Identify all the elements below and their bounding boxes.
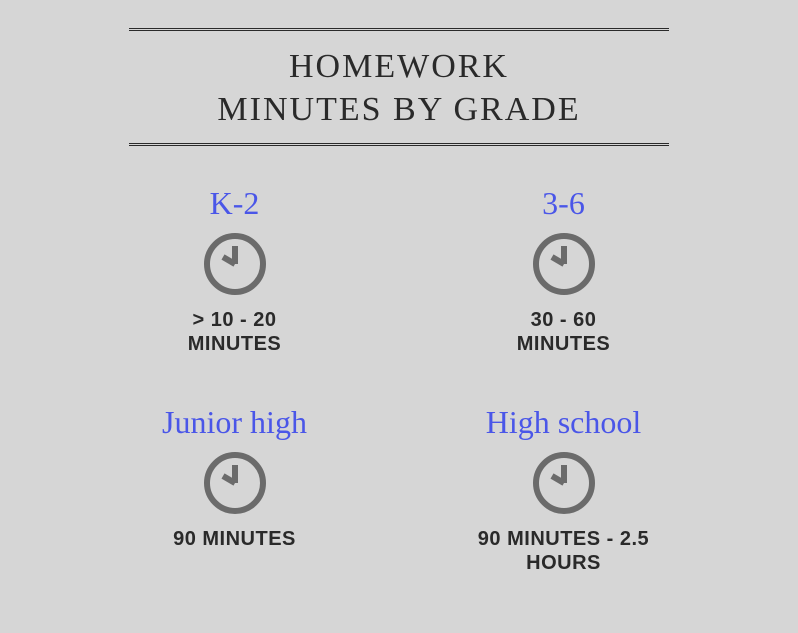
clock-icon	[530, 230, 598, 298]
clock-icon	[201, 230, 269, 298]
minutes-line-1: > 10 - 20	[192, 309, 276, 331]
grade-grid: K-2 > 10 - 20 MINUTES 3-6 30 - 60 MINUTE…	[60, 185, 738, 575]
minutes-label: > 10 - 20 MINUTES	[188, 308, 282, 356]
bottom-rule	[129, 143, 669, 147]
grade-label: K-2	[210, 185, 260, 222]
title-block: HOMEWORK MINUTES BY GRADE	[60, 32, 738, 143]
grade-label: 3-6	[542, 185, 585, 222]
grade-label: Junior high	[162, 404, 307, 441]
minutes-line-1: 90 MINUTES - 2.5	[478, 528, 649, 550]
title-line-2: MINUTES BY GRADE	[60, 89, 738, 132]
minutes-line-2: MINUTES	[188, 333, 282, 355]
grade-cell: High school 90 MINUTES - 2.5 HOURS	[419, 404, 708, 575]
clock-icon	[201, 449, 269, 517]
minutes-line-2: HOURS	[526, 552, 601, 574]
minutes-label: 30 - 60 MINUTES	[517, 308, 611, 356]
minutes-line-1: 30 - 60	[531, 309, 597, 331]
minutes-label: 90 MINUTES	[173, 527, 296, 551]
minutes-line-1: 90 MINUTES	[173, 528, 296, 550]
grade-cell: 3-6 30 - 60 MINUTES	[419, 185, 708, 356]
title-line-1: HOMEWORK	[60, 46, 738, 89]
minutes-label: 90 MINUTES - 2.5 HOURS	[478, 527, 649, 575]
infographic-container: HOMEWORK MINUTES BY GRADE K-2 > 10 - 20 …	[0, 0, 798, 633]
clock-icon	[530, 449, 598, 517]
grade-cell: K-2 > 10 - 20 MINUTES	[90, 185, 379, 356]
grade-cell: Junior high 90 MINUTES	[90, 404, 379, 575]
minutes-line-2: MINUTES	[517, 333, 611, 355]
grade-label: High school	[486, 404, 642, 441]
